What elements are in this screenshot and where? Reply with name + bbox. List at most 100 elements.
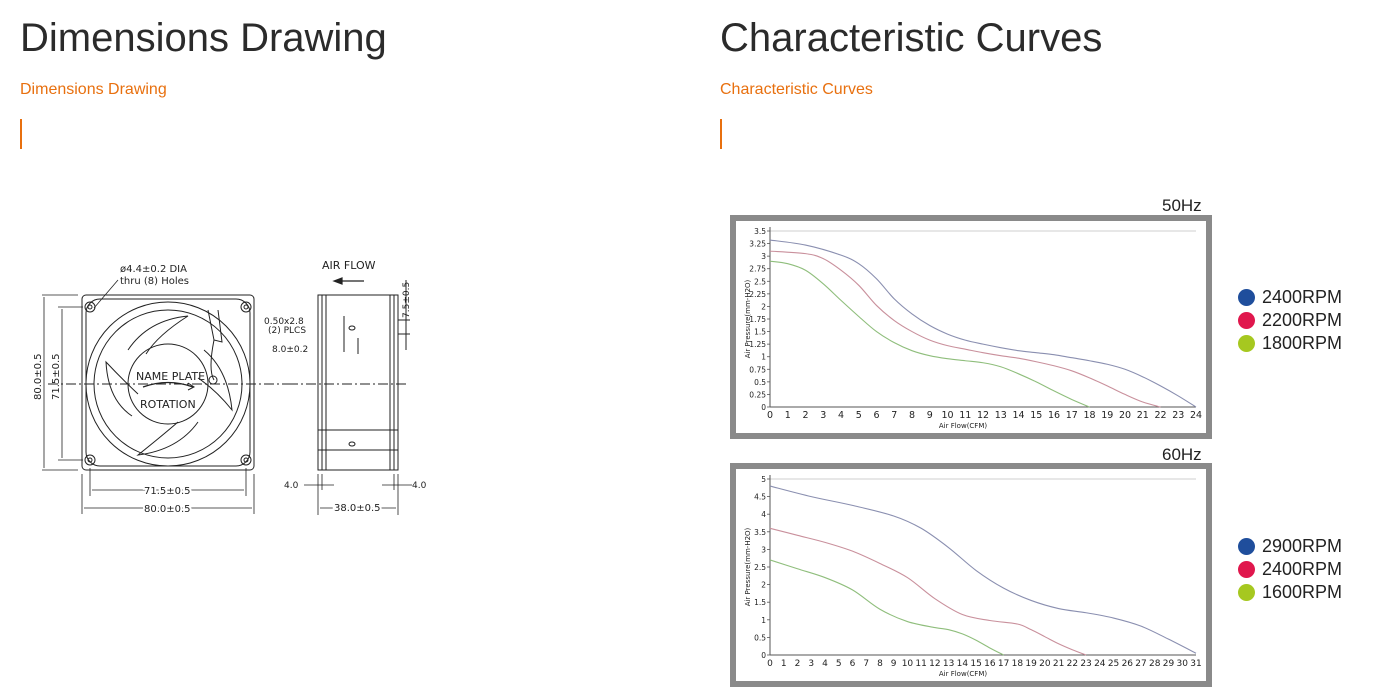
y-tick-label: 0.25 xyxy=(749,390,766,399)
x-tick-label: 18 xyxy=(1083,410,1095,421)
legend-dot-icon xyxy=(1238,335,1255,352)
y-tick-label: 0.5 xyxy=(754,633,766,642)
chart-60hz-legend: 2900RPM 2400RPM 1600RPM xyxy=(1238,535,1342,604)
x-tick-label: 12 xyxy=(977,410,989,421)
x-tick-label: 3 xyxy=(820,410,826,421)
legend-label: 1600RPM xyxy=(1262,582,1343,602)
x-tick-label: 4 xyxy=(838,410,844,421)
legend-item: 1800RPM xyxy=(1238,332,1342,355)
x-tick-label: 2 xyxy=(802,410,808,421)
y-tick-label: 3 xyxy=(761,545,766,554)
x-tick-label: 7 xyxy=(891,410,897,421)
series-line-2200RPM xyxy=(769,250,1161,408)
dim-height-inner: 71.5±0.5 xyxy=(51,353,62,400)
x-tick-label: 1 xyxy=(781,659,787,669)
x-tick-label: 6 xyxy=(850,659,856,669)
legend-label: 1800RPM xyxy=(1262,333,1343,353)
y-tick-label: 0 xyxy=(761,651,766,660)
curves-title: Characteristic Curves xyxy=(720,16,1103,60)
legend-item: 1600RPM xyxy=(1238,581,1342,604)
x-tick-label: 3 xyxy=(808,659,814,669)
x-tick-label: 5 xyxy=(856,410,862,421)
dim-flange-left: 4.0 xyxy=(284,481,299,491)
x-tick-label: 22 xyxy=(1154,410,1166,421)
x-tick-label: 17 xyxy=(1066,410,1078,421)
x-tick-label: 14 xyxy=(957,659,969,669)
y-tick-label: 1.25 xyxy=(749,340,766,349)
y-axis-label: Air Pressure(mm-H2O) xyxy=(744,279,752,358)
fan-front-view xyxy=(48,294,293,471)
hole-note-line2: thru (8) Holes xyxy=(120,276,189,287)
chart-50hz: 0 0.25 0.5 0.75 1 1.25 1.5 1.75 2 2.25 2.5 2.75 3 3.2… xyxy=(744,227,1202,430)
x-tick-label: 5 xyxy=(836,659,842,669)
dim-height-outer: 80.0±0.5 xyxy=(33,353,44,400)
dim-slot-line1: 0.50x2.8 xyxy=(264,317,304,327)
y-tick-label: 4.5 xyxy=(754,493,766,502)
series-line-1800RPM xyxy=(769,260,1090,408)
dim-width-inner: 71.5±0.5 xyxy=(144,486,191,497)
x-tick-label: 15 xyxy=(970,659,981,669)
x-tick-label: 22 xyxy=(1067,659,1078,669)
legend-item: 2200RPM xyxy=(1238,309,1342,332)
y-tick-label: 3.25 xyxy=(749,240,766,249)
dim-depth: 38.0±0.5 xyxy=(334,503,381,514)
x-tick-label: 13 xyxy=(943,659,954,669)
x-tick-label: 6 xyxy=(873,410,879,421)
y-tick-label: 1 xyxy=(761,616,766,625)
x-tick-label: 26 xyxy=(1122,659,1134,669)
x-tick-label: 1 xyxy=(785,410,791,421)
x-tick-label: 0 xyxy=(767,659,773,669)
x-tick-label: 19 xyxy=(1025,659,1037,669)
y-tick-label: 1 xyxy=(761,353,766,362)
x-axis-label: Air Flow(CFM) xyxy=(939,422,988,430)
chart-50hz-frame: 0 0.25 0.5 0.75 1 1.25 1.5 1.75 2 2.25 2.5 2.75 3 3.2… xyxy=(730,215,1212,439)
hole-note-line1: ø4.4±0.2 DIA xyxy=(120,264,187,275)
x-tick-label: 31 xyxy=(1190,659,1201,669)
series-line-1600RPM xyxy=(769,559,1004,656)
x-tick-label: 16 xyxy=(984,659,996,669)
y-tick-label: 0 xyxy=(761,403,766,412)
legend-dot-icon xyxy=(1238,312,1255,329)
chart-50hz-title: 50Hz xyxy=(1162,196,1202,215)
x-tick-label: 29 xyxy=(1163,659,1175,669)
curves-accent-bar xyxy=(720,119,722,149)
x-tick-label: 11 xyxy=(915,659,926,669)
fan-dimension-drawing: ø4.4±0.2 DIA thru (8) Holes NAME PLATE R… xyxy=(33,259,427,517)
name-plate-label: NAME PLATE xyxy=(136,370,205,383)
x-tick-label: 15 xyxy=(1030,410,1042,421)
y-tick-label: 2.5 xyxy=(754,563,766,572)
x-tick-label: 25 xyxy=(1108,659,1119,669)
legend-dot-icon xyxy=(1238,584,1255,601)
x-tick-label: 27 xyxy=(1135,659,1146,669)
dimensions-accent-bar xyxy=(20,119,22,149)
x-tick-label: 17 xyxy=(998,659,1009,669)
dim-slot-line2: (2) PLCS xyxy=(268,326,306,336)
x-tick-label: 2 xyxy=(795,659,801,669)
x-tick-label: 30 xyxy=(1177,659,1189,669)
x-tick-label: 8 xyxy=(909,410,915,421)
dimensions-subtitle: Dimensions Drawing xyxy=(20,81,167,98)
x-tick-label: 12 xyxy=(929,659,940,669)
x-tick-label: 21 xyxy=(1137,410,1149,421)
x-tick-label: 9 xyxy=(891,659,897,669)
dim-flange-right: 4.0 xyxy=(412,481,427,491)
y-tick-label: 0.5 xyxy=(754,378,766,387)
y-tick-label: 3.5 xyxy=(754,227,766,236)
x-tick-label: 23 xyxy=(1172,410,1184,421)
legend-label: 2400RPM xyxy=(1262,287,1343,307)
legend-label: 2900RPM xyxy=(1262,536,1343,556)
y-tick-label: 4 xyxy=(761,510,766,519)
x-tick-label: 18 xyxy=(1012,659,1024,669)
x-tick-label: 9 xyxy=(927,410,933,421)
x-tick-label: 19 xyxy=(1101,410,1113,421)
chart-50hz-legend: 2400RPM 2200RPM 1800RPM xyxy=(1238,286,1342,355)
y-tick-label: 1.5 xyxy=(754,598,766,607)
y-tick-label: 2.25 xyxy=(749,290,766,299)
legend-item: 2400RPM xyxy=(1238,286,1342,309)
legend-label: 2200RPM xyxy=(1262,310,1343,330)
x-tick-label: 21 xyxy=(1053,659,1064,669)
legend-item: 2900RPM xyxy=(1238,535,1342,558)
x-tick-label: 10 xyxy=(941,410,953,421)
chart-60hz-frame: 0 0.5 1 1.5 2 2.5 3 3.5 4 4.5 5 0 1 2 3 4 5 6 7 8 9 10 11 12 13 1… xyxy=(730,463,1212,687)
air-flow-label: AIR FLOW xyxy=(322,259,376,272)
